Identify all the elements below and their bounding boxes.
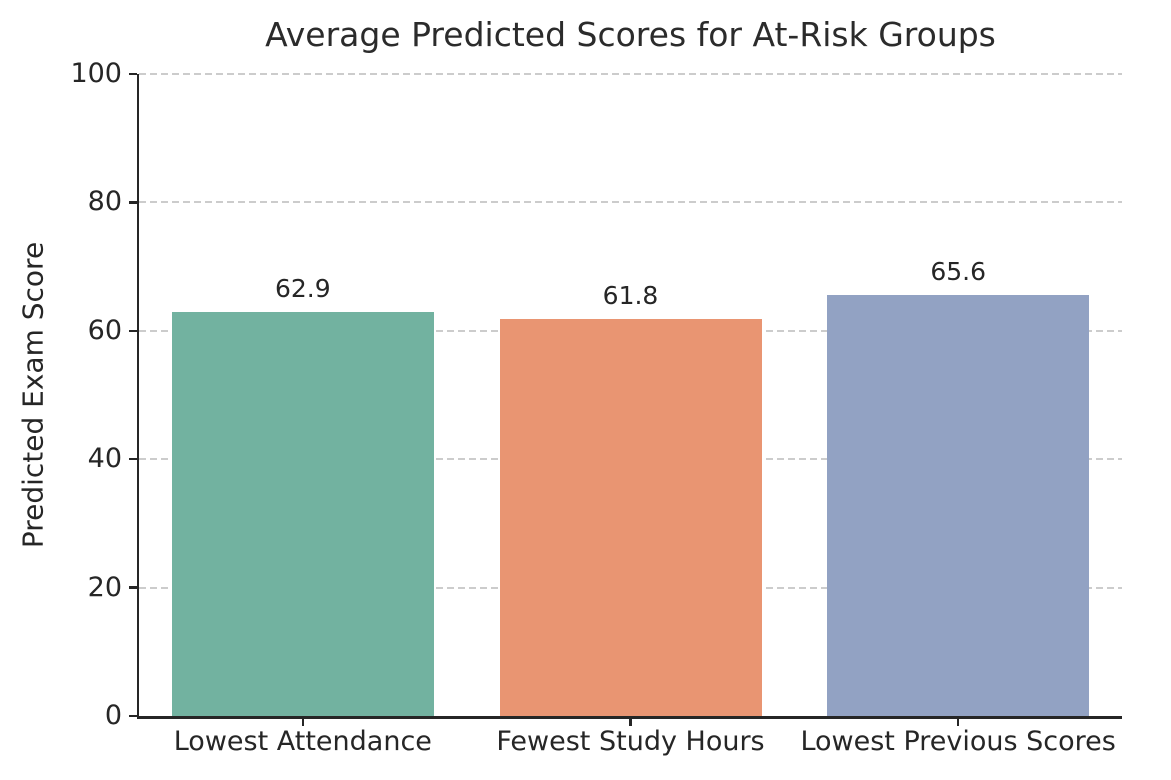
bar xyxy=(499,319,762,716)
x-tick-mark xyxy=(301,718,305,726)
y-tick-mark xyxy=(129,72,137,76)
x-tick-mark xyxy=(629,718,632,726)
y-tick-label: 80 xyxy=(87,186,122,218)
bar-value-label: 65.6 xyxy=(930,256,986,286)
x-tick-mark xyxy=(956,718,960,726)
y-tick-mark xyxy=(129,586,137,589)
y-tick-label: 0 xyxy=(104,700,122,731)
y-tick-mark xyxy=(129,457,137,461)
y-tick-label: 60 xyxy=(87,314,122,346)
y-tick-mark xyxy=(129,201,137,204)
x-tick-label: Lowest Previous Scores xyxy=(800,726,1116,757)
y-tick-mark xyxy=(129,329,137,333)
bar-value-label: 62.9 xyxy=(274,274,331,304)
x-tick-label: Lowest Attendance xyxy=(173,726,432,757)
chart-title: Average Predicted Scores for At-Risk Gro… xyxy=(265,15,996,54)
y-tick-mark xyxy=(129,714,137,718)
y-tick-label: 40 xyxy=(87,443,122,475)
y-axis-label: Predicted Exam Score xyxy=(16,241,50,549)
bar-value-label: 61.8 xyxy=(602,281,659,311)
bar xyxy=(827,294,1090,716)
y-tick-label: 100 xyxy=(70,58,122,89)
y-tick-label: 20 xyxy=(87,571,122,603)
x-axis-spine xyxy=(136,716,1122,719)
y-axis-spine xyxy=(136,74,139,719)
gridline xyxy=(139,73,1122,75)
x-tick-label: Fewest Study Hours xyxy=(496,726,765,757)
bar xyxy=(171,312,434,716)
gridline xyxy=(139,201,1122,204)
